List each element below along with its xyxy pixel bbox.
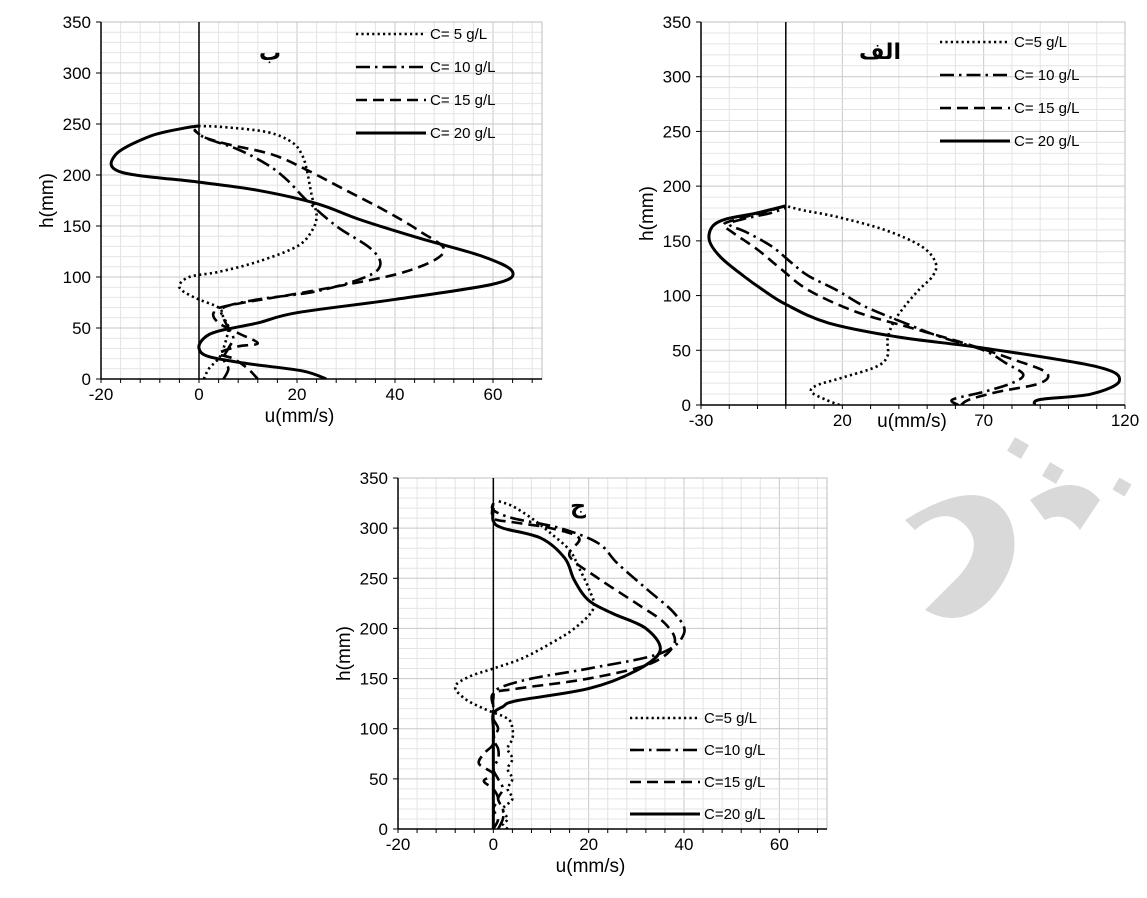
series-line-3 xyxy=(477,502,677,829)
x-tick-label: 60 xyxy=(770,835,789,854)
y-tick-label: 100 xyxy=(663,287,691,306)
legend-label: C= 15 g/L xyxy=(1014,100,1079,117)
grid xyxy=(700,21,1126,406)
x-axis-title: u(mm/s) xyxy=(265,406,335,427)
y-tick-label: 100 xyxy=(360,720,388,739)
legend-label: C= 15 g/L xyxy=(430,92,495,109)
series-line-2 xyxy=(727,206,1025,405)
series-line-2 xyxy=(490,502,686,829)
legend: C= 5 g/L C= 10 g/L C= 15 g/L C= 20 g/L xyxy=(356,26,495,142)
series-line-3 xyxy=(722,204,1050,405)
x-axis-title: u(mm/s) xyxy=(556,856,626,877)
y-tick-label: 300 xyxy=(360,519,388,538)
y-tick-label: 0 xyxy=(682,396,691,415)
y-tick-label: 100 xyxy=(63,268,91,287)
legend: C=5 g/L C=10 g/L C=15 g/L C=20 g/L xyxy=(630,710,765,823)
series-line-1 xyxy=(178,124,318,379)
y-tick-label: 200 xyxy=(63,166,91,185)
legend-label: C= 10 g/L xyxy=(430,59,495,76)
legend-label: C= 10 g/L xyxy=(1014,67,1079,84)
y-tick-label: 50 xyxy=(672,341,691,360)
legend-label: C= 20 g/L xyxy=(1014,133,1079,150)
x-tick-label: 0 xyxy=(489,835,498,854)
legend-label: C= 5 g/L xyxy=(430,26,487,43)
legend-label: C=10 g/L xyxy=(704,742,765,759)
x-tick-label: 40 xyxy=(386,385,405,404)
chart-alef: -30 20 70 120 0 50 100 150 200 250 300 350 u(mm/s) h(… xyxy=(637,13,1139,432)
series-line-4 xyxy=(491,507,662,829)
panel-label: ب xyxy=(259,41,281,66)
series-line-2 xyxy=(193,128,382,379)
y-tick-label: 300 xyxy=(663,68,691,87)
x-tick-label: 70 xyxy=(974,411,993,430)
panel-label: الف xyxy=(859,40,901,65)
series-line-4 xyxy=(707,204,1122,405)
y-tick-label: 350 xyxy=(63,13,91,32)
legend-label: C=5 g/L xyxy=(704,710,757,727)
y-tick-label: 350 xyxy=(663,13,691,32)
y-axis-title: h(mm) xyxy=(637,186,658,241)
watermark xyxy=(905,437,1132,618)
y-tick-label: 150 xyxy=(663,232,691,251)
legend-label: C= 20 g/L xyxy=(430,125,495,142)
y-tick-label: 50 xyxy=(72,319,91,338)
y-tick-label: 0 xyxy=(379,820,388,839)
x-tick-label: -20 xyxy=(386,835,411,854)
x-tick-label: -30 xyxy=(689,411,714,430)
y-axis-title: h(mm) xyxy=(37,173,58,228)
chart-b: -20 0 20 40 60050100150200250300350u(mm/s)h(… xyxy=(37,13,543,427)
y-tick-label: 300 xyxy=(63,64,91,83)
series-line-1 xyxy=(785,204,938,405)
y-tick-label: 150 xyxy=(63,217,91,236)
x-tick-label: 20 xyxy=(288,385,307,404)
x-tick-label: 120 xyxy=(1111,411,1139,430)
y-tick-label: 200 xyxy=(663,177,691,196)
x-tick-label: 20 xyxy=(579,835,598,854)
y-tick-label: 0 xyxy=(82,370,91,389)
y-tick-label: 250 xyxy=(360,569,388,588)
y-tick-label: 200 xyxy=(360,619,388,638)
y-tick-label: 250 xyxy=(63,115,91,134)
series-line-3 xyxy=(193,129,446,379)
y-axis-title: h(mm) xyxy=(334,626,355,681)
y-tick-label: 350 xyxy=(360,469,388,488)
series-line-1 xyxy=(453,499,596,829)
y-tick-label: 150 xyxy=(360,670,388,689)
x-tick-label: 20 xyxy=(833,411,852,430)
x-axis-title: u(mm/s) xyxy=(877,411,947,432)
chart-jim: -20 0 20 40 60050100150200250300350u(mm/s)h(… xyxy=(334,469,828,877)
y-tick-label: 50 xyxy=(369,770,388,789)
x-tick-label: -20 xyxy=(89,385,114,404)
legend-label: C=15 g/L xyxy=(704,774,765,791)
legend-label: C=5 g/L xyxy=(1014,34,1067,51)
x-tick-label: 60 xyxy=(484,385,503,404)
legend-label: C=20 g/L xyxy=(704,806,765,823)
legend: C=5 g/L C= 10 g/L C= 15 g/L C= 20 g/L xyxy=(940,34,1079,150)
x-tick-label: 0 xyxy=(194,385,203,404)
y-tick-label: 250 xyxy=(663,122,691,141)
x-tick-label: 40 xyxy=(675,835,694,854)
panel-label: ج xyxy=(570,494,586,519)
series-line-4 xyxy=(109,124,515,379)
